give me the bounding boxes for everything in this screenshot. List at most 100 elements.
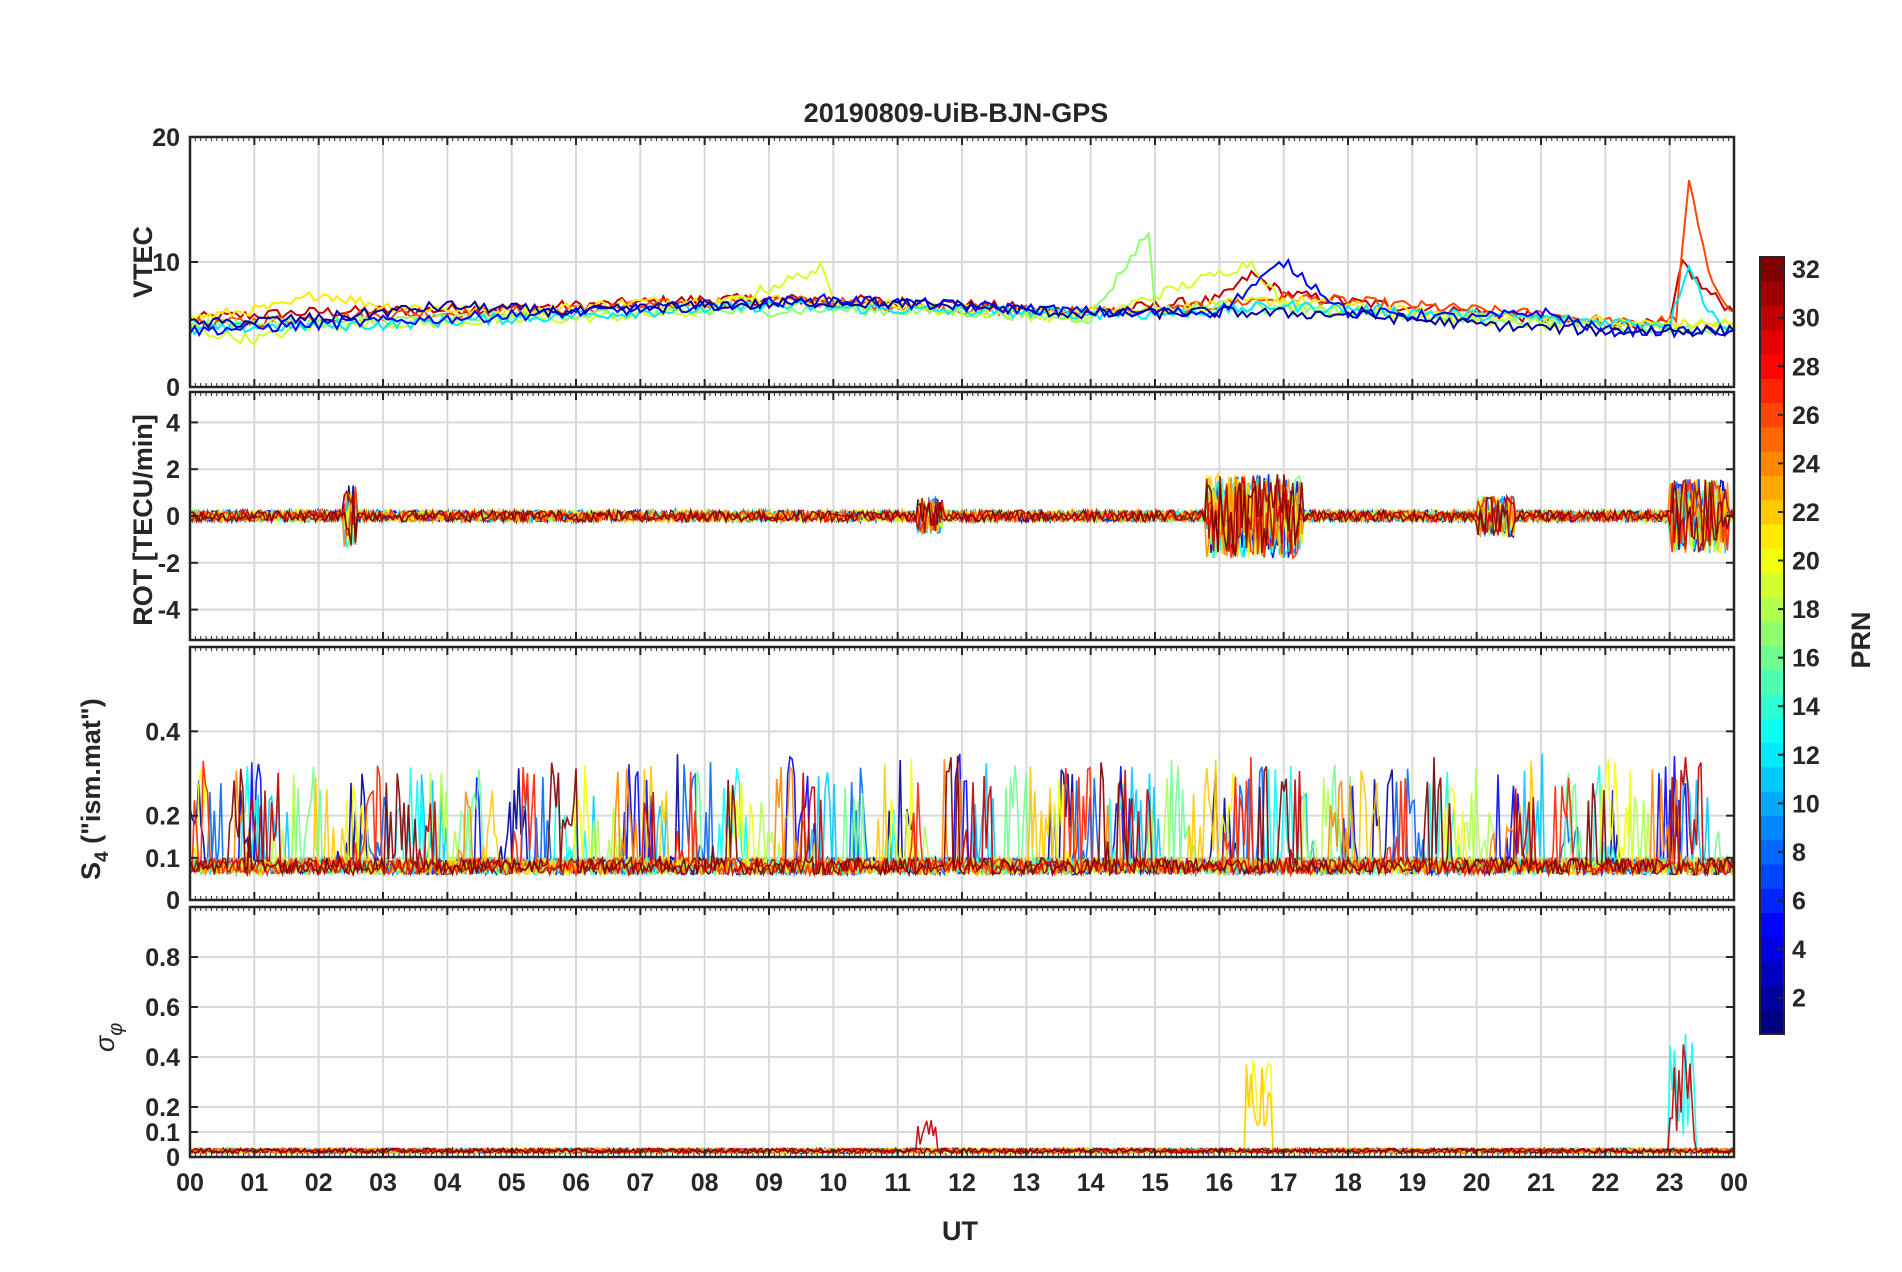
colorbar-segment [1760, 329, 1784, 355]
y-tick-label: -2 [158, 550, 180, 578]
colorbar-tick-label: 32 [1792, 256, 1820, 284]
ylabel-sigma-main: σ [90, 1034, 120, 1052]
y-tick-label: 0 [166, 374, 180, 402]
colorbar-frame [1759, 256, 1785, 1035]
colorbar-segment [1760, 621, 1784, 646]
x-tick-label: 22 [1591, 1169, 1619, 1197]
y-tick-label: -4 [158, 597, 180, 625]
series-prn-32 [190, 755, 1734, 878]
colorbar-segment [1760, 766, 1784, 792]
x-tick-label: 13 [1012, 1169, 1040, 1197]
x-tick-label: 17 [1270, 1169, 1298, 1197]
ylabel-sigma-phi: σφ [90, 1023, 127, 1052]
y-tick-label: 10 [152, 249, 180, 277]
ylabel-s4-rest: ("ism.mat") [76, 698, 106, 851]
colorbar-tick-label: 26 [1792, 402, 1820, 430]
y-tick-label: 0.4 [145, 718, 180, 746]
x-tick-label: 19 [1398, 1169, 1426, 1197]
ylabel-sigma-phi-text: σφ [90, 1023, 127, 1052]
colorbar-tick-label: 4 [1792, 936, 1806, 964]
ylabel-vtec-text: VTEC [128, 226, 158, 298]
x-tick-label: 12 [948, 1169, 976, 1197]
x-tick-label: 07 [626, 1169, 654, 1197]
x-tick-label: 08 [691, 1169, 719, 1197]
ylabel-rot-text: ROT [TECU/min] [128, 414, 158, 625]
colorbar-segment [1760, 378, 1784, 404]
ylabel-s4-sub: 4 [92, 851, 113, 862]
x-tick-label: 16 [1205, 1169, 1233, 1197]
x-tick-label: 04 [433, 1169, 461, 1197]
x-tick-label: 06 [562, 1169, 590, 1197]
y-tick-label: 0.4 [145, 1044, 180, 1072]
series-prn-32 [190, 474, 1734, 557]
colorbar-tick-label: 22 [1792, 499, 1820, 527]
chart-title: 20190809-UiB-BJN-GPS [804, 98, 1109, 128]
series-group [190, 179, 1734, 347]
colorbar-segment [1760, 815, 1784, 841]
y-tick-label: 20 [152, 124, 180, 152]
panel-s4: 0 0.1 0.2 0.4 [145, 645, 1736, 915]
colorbar-segment [1760, 572, 1784, 598]
y-tick-label: 0.6 [145, 994, 180, 1022]
colorbar-segment [1760, 524, 1784, 549]
colorbar-segment [1760, 281, 1784, 307]
y-tick-label: 2 [166, 456, 180, 484]
colorbar-tick-label: 6 [1792, 887, 1806, 915]
ylabel-vtec: VTEC [128, 226, 158, 298]
x-tick-label: 09 [755, 1169, 783, 1197]
y-tick-label: 0.1 [145, 1119, 180, 1147]
colorbar-tick-label: 20 [1792, 548, 1820, 576]
axes-frame [188, 905, 1736, 1159]
x-tick-label: 20 [1463, 1169, 1491, 1197]
series-group [190, 472, 1734, 560]
axes-frame [188, 645, 1736, 902]
x-axis-label: UT [942, 1216, 978, 1246]
series-prn-30 [190, 757, 1734, 878]
vtec-series-prn-2 [190, 296, 1734, 338]
colorbar-segment [1760, 718, 1784, 744]
x-tick-label: 15 [1141, 1169, 1169, 1197]
colorbar-tick-label: 24 [1792, 450, 1820, 478]
ylabel-s4-text: S4 ("ism.mat") [76, 698, 113, 880]
colorbar-segment [1760, 426, 1784, 452]
x-tick-label: 21 [1527, 1169, 1555, 1197]
x-tick-label: 18 [1334, 1169, 1362, 1197]
x-tick-labels: 00 01 02 03 04 05 06 07 08 09 10 11 12 13 14 15 16 17 18 19… [176, 1169, 1748, 1197]
colorbar-tick-label: 28 [1792, 353, 1820, 381]
colorbar-segment [1760, 669, 1784, 695]
ylabel-s4-main: S [76, 862, 106, 880]
axes-frame [188, 135, 1736, 389]
colorbar-tick-label: 12 [1792, 742, 1820, 770]
y-tick-label: 0.2 [145, 803, 180, 831]
ylabel-sigma-sub: φ [105, 1023, 127, 1036]
colorbar-segment [1760, 475, 1784, 501]
x-tick-label: 02 [305, 1169, 333, 1197]
panel-sigma-phi: 00.10.2 0.4 0.6 0.8 [145, 905, 1736, 1172]
series-group [190, 753, 1734, 878]
colorbar-label: PRN [1846, 611, 1876, 668]
colorbar-tick-label: 30 [1792, 305, 1820, 333]
colorbar-tick-label: 16 [1792, 645, 1820, 673]
x-tick-label: 00 [176, 1169, 204, 1197]
vtec-series-prn-19 [190, 259, 1734, 347]
colorbar-tick-label: 10 [1792, 790, 1820, 818]
colorbar-segment [1760, 864, 1784, 889]
colorbar-tick-label: 2 [1792, 985, 1806, 1013]
y-tick-label: 0 [166, 503, 180, 531]
y-tick-label: 0 [166, 887, 180, 915]
colorbar-segment [1760, 1009, 1784, 1035]
x-tick-label: 05 [498, 1169, 526, 1197]
y-tick-label: 0.8 [145, 944, 180, 972]
y-tick-label: 0.1 [145, 845, 180, 873]
vtec-series-prn-12 [190, 263, 1734, 336]
colorbar-tick-label: 14 [1792, 693, 1820, 721]
panel-rot: -4 -2 0 2 4 [158, 390, 1736, 642]
axes-frame [188, 390, 1736, 642]
panel-vtec: 0 10 20 [152, 124, 1736, 402]
series-prn-30 [190, 475, 1734, 555]
y-tick-label: 4 [166, 409, 180, 437]
ylabel-s4: S4 ("ism.mat") [76, 698, 113, 880]
x-tick-label: 00 [1720, 1169, 1748, 1197]
